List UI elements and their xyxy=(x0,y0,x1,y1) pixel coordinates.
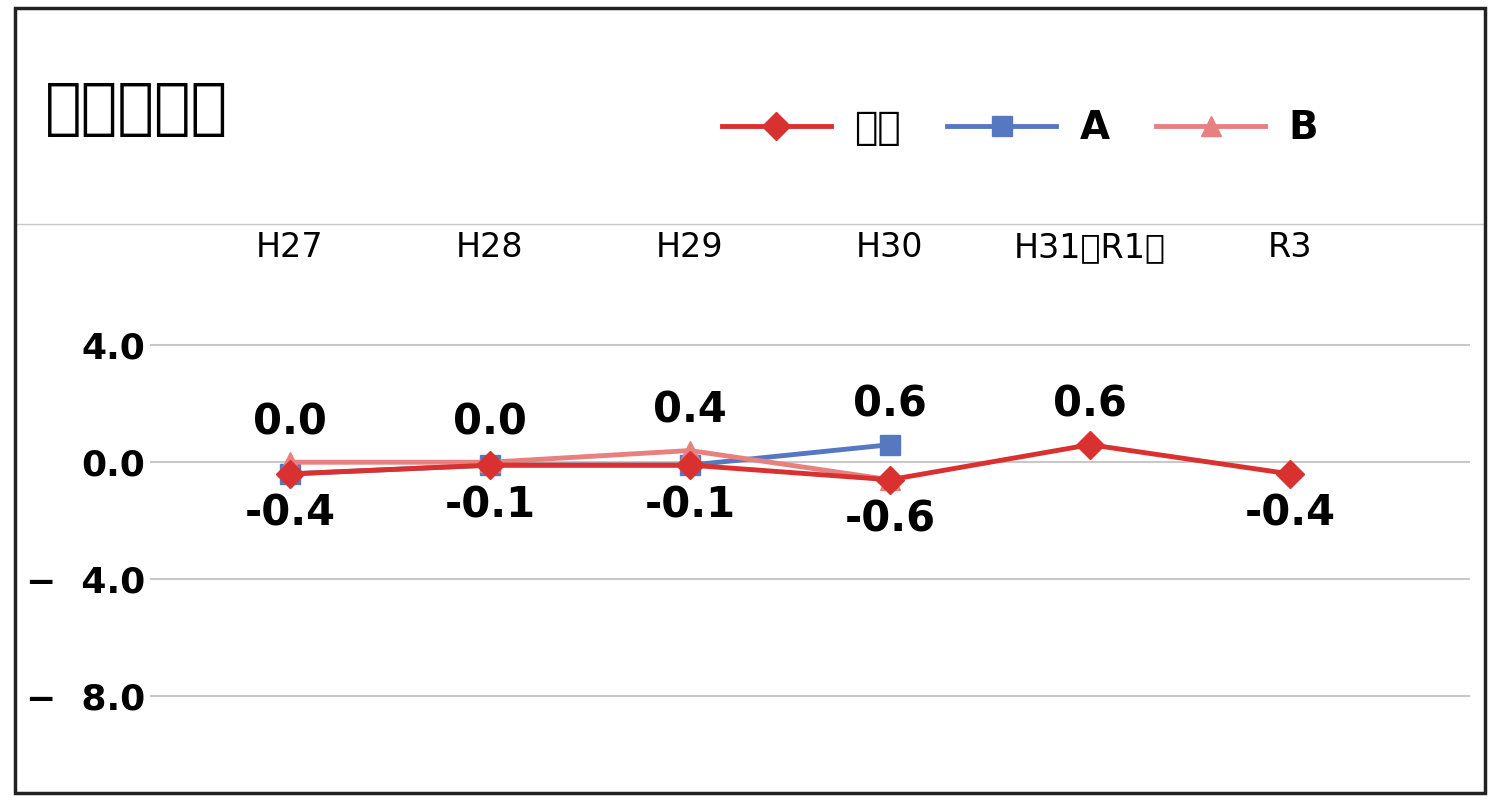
Text: 小学校国語: 小学校国語 xyxy=(45,80,228,139)
Text: -0.1: -0.1 xyxy=(444,484,536,526)
Text: -0.6: -0.6 xyxy=(844,499,936,541)
Legend: 国語, A, B: 国語, A, B xyxy=(722,109,1318,147)
Text: 0.4: 0.4 xyxy=(652,389,728,432)
Text: -0.4: -0.4 xyxy=(1245,493,1335,535)
Text: 0.6: 0.6 xyxy=(853,384,927,425)
Text: 0.6: 0.6 xyxy=(1053,384,1126,425)
Text: 0.0: 0.0 xyxy=(453,401,526,443)
Text: -0.4: -0.4 xyxy=(244,493,336,535)
Text: 0.0: 0.0 xyxy=(254,401,327,443)
Text: -0.1: -0.1 xyxy=(645,484,735,526)
